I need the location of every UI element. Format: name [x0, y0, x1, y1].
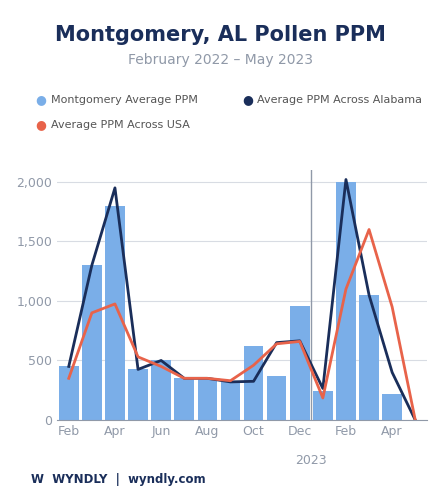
Bar: [220, 382, 240, 420]
Text: 2023: 2023: [296, 454, 327, 468]
Bar: [290, 306, 310, 420]
Bar: [198, 378, 217, 420]
Bar: [82, 265, 102, 420]
Text: ●: ●: [35, 94, 46, 106]
Text: Average PPM Across USA: Average PPM Across USA: [51, 120, 190, 130]
Text: February 2022 – May 2023: February 2022 – May 2023: [128, 53, 312, 67]
Bar: [151, 360, 171, 420]
Text: Montgomery, AL Pollen PPM: Montgomery, AL Pollen PPM: [55, 25, 385, 45]
Bar: [313, 391, 333, 420]
Text: Montgomery Average PPM: Montgomery Average PPM: [51, 95, 198, 105]
Text: ●: ●: [242, 94, 253, 106]
Text: W  WYNDLY  |  wyndly.com: W WYNDLY | wyndly.com: [31, 474, 205, 486]
Bar: [267, 376, 286, 420]
Bar: [382, 394, 402, 420]
Text: ●: ●: [35, 118, 46, 132]
Bar: [59, 366, 79, 420]
Bar: [105, 206, 125, 420]
Bar: [128, 370, 148, 420]
Bar: [359, 295, 379, 420]
Bar: [174, 378, 194, 420]
Bar: [336, 182, 356, 420]
Bar: [244, 346, 264, 420]
Text: Average PPM Across Alabama: Average PPM Across Alabama: [257, 95, 422, 105]
